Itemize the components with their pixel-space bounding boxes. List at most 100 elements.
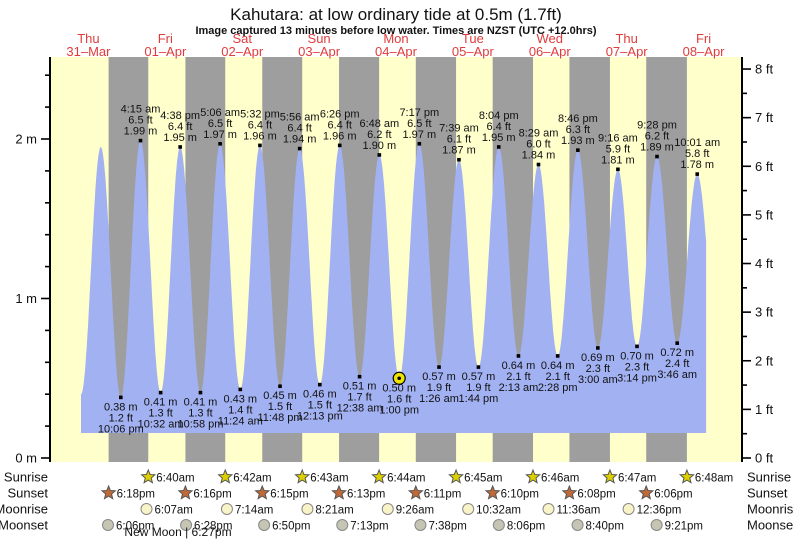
moonset-time: 8:06pm — [507, 521, 545, 533]
high-tide-label: 1.81 m — [601, 154, 635, 166]
low-tide-label: 0.43 m — [223, 393, 257, 405]
moonset-icon — [258, 519, 271, 531]
low-tide-label: 1.5 ft — [308, 400, 332, 412]
high-tide-label: 1.95 m — [482, 132, 516, 144]
tide-extreme-dot — [496, 145, 501, 149]
low-tide-label: 1.2 ft — [109, 412, 133, 424]
tide-extreme-dot — [158, 390, 163, 395]
chart-title: Kahutara: at low ordinary tide at 0.5m (… — [230, 5, 562, 24]
low-tide-label: 12:13 pm — [297, 411, 343, 423]
row-label-sunrise-right: Sunrise — [747, 470, 791, 485]
low-tide-label: 12:38 am — [337, 403, 383, 415]
moonset-icon — [492, 519, 505, 531]
new-moon-label: New Moon | 6:27pm — [124, 525, 231, 539]
tide-extreme-dot — [437, 365, 441, 369]
row-label-sunset-right: Sunset — [747, 486, 788, 501]
sunset-time: 6:13pm — [347, 489, 385, 501]
right-axis-label: 1 ft — [755, 402, 773, 417]
high-tide-label: 1.94 m — [283, 134, 317, 146]
moonset-time: 7:13pm — [350, 521, 388, 533]
high-tide-label: 6.2 ft — [367, 129, 391, 141]
low-tide-label: 1.9 ft — [427, 382, 451, 394]
date-label: 31–Mar — [66, 44, 111, 59]
low-tide-label: 0.45 m — [263, 390, 297, 402]
tide-extreme-dot — [675, 341, 679, 345]
low-tide-label: 0.51 m — [343, 381, 377, 393]
high-tide-label: 4:38 pm — [160, 110, 200, 122]
high-tide-label: 6.5 ft — [128, 115, 152, 127]
date-label: 01–Apr — [144, 44, 187, 59]
moonrise-time: 6:07am — [154, 505, 192, 517]
day-of-week-label: Fri — [696, 31, 711, 46]
low-tide-label: 2.4 ft — [665, 358, 689, 370]
tide-extreme-dot — [357, 374, 362, 379]
right-axis-label: 8 ft — [755, 62, 773, 77]
day-of-week-label: Sat — [232, 31, 252, 46]
sunset-star-icon — [177, 484, 194, 500]
date-label: 07–Apr — [606, 44, 649, 59]
high-tide-label: 5.9 ft — [606, 143, 630, 155]
tide-extreme-dot — [337, 143, 342, 148]
low-tide-label: 0.50 m — [382, 382, 416, 394]
moonrise-time: 10:32am — [476, 505, 521, 517]
high-tide-label: 1.95 m — [163, 132, 197, 144]
right-axis-label: 6 ft — [755, 159, 773, 174]
tide-extreme-dot — [198, 390, 203, 395]
right-axis-label: 7 ft — [755, 110, 773, 125]
tide-extreme-dot — [635, 344, 639, 349]
low-tide-label: 0.38 m — [104, 401, 138, 413]
moonrise-time: 11:36am — [556, 505, 600, 517]
low-tide-label: 2:28 pm — [538, 382, 578, 394]
low-tide-label: 10:58 pm — [178, 419, 224, 431]
low-tide-label: 3:00 am — [578, 374, 618, 386]
sunrise-star-icon — [217, 468, 234, 484]
moonset-time: 6:50pm — [272, 521, 310, 533]
low-tide-label: 0.69 m — [581, 352, 615, 364]
low-tide-label: 11:48 pm — [257, 412, 302, 424]
tide-extreme-dot — [218, 141, 222, 146]
moonrise-icon — [220, 503, 233, 515]
moonset-time: 6:06pm — [116, 521, 154, 533]
low-tide-label: 1.7 ft — [347, 392, 371, 404]
low-tide-label: 2.3 ft — [625, 361, 649, 373]
current-time-marker-dot — [397, 376, 402, 381]
low-tide-label: 3:46 am — [657, 369, 697, 381]
moonset-icon — [650, 519, 663, 531]
right-axis-label: 2 ft — [755, 353, 773, 368]
tide-extreme-dot — [377, 153, 382, 157]
sunrise-time: 6:40am — [156, 473, 194, 485]
high-tide-label: 6:26 pm — [320, 108, 360, 120]
date-label: 03–Apr — [298, 44, 341, 59]
tide-extreme-dot — [138, 138, 143, 143]
sunset-time: 6:10pm — [501, 489, 539, 501]
date-label: 08–Apr — [683, 44, 726, 59]
low-tide-label: 0.70 m — [620, 350, 654, 362]
high-tide-label: 6.5 ft — [407, 118, 431, 130]
high-tide-label: 1.89 m — [640, 142, 674, 154]
high-tide-label: 6.4 ft — [327, 119, 351, 131]
moonset-time: 9:21pm — [665, 521, 703, 533]
left-axis-label: 1 m — [15, 291, 37, 306]
tide-extreme-dot — [318, 382, 322, 387]
moonrise-icon — [542, 503, 555, 515]
tide-extreme-dot — [119, 395, 123, 400]
tide-extreme-dot — [576, 148, 580, 152]
left-axis-label: 2 m — [15, 132, 37, 147]
high-tide-label: 1.96 m — [323, 130, 357, 142]
tide-extreme-dot — [596, 346, 600, 350]
row-label-sunset-left: Sunset — [8, 486, 49, 501]
high-tide-label: 6.4 ft — [168, 121, 192, 133]
low-tide-label: 1.3 ft — [148, 408, 172, 420]
day-of-week-label: Fri — [158, 31, 173, 46]
low-tide-label: 3:14 pm — [617, 372, 657, 384]
date-label: 04–Apr — [375, 44, 418, 59]
high-tide-label: 1.87 m — [442, 145, 476, 157]
moonrise-time: 9:26am — [396, 505, 434, 517]
low-tide-label: 0.64 m — [541, 360, 575, 372]
date-label: 02–Apr — [221, 44, 264, 59]
moonrise-icon — [381, 503, 394, 515]
row-label-sunrise-left: Sunrise — [4, 470, 48, 485]
tide-extreme-dot — [258, 143, 262, 148]
